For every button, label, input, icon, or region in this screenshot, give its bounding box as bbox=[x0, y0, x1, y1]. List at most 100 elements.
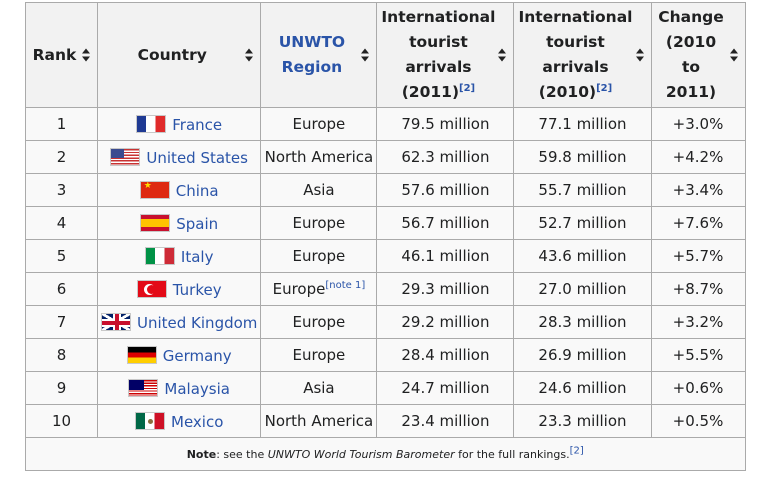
header-arrivals-2011[interactable]: International tourist arrivals (2011)[2] bbox=[376, 2, 515, 108]
sort-icon[interactable] bbox=[82, 48, 90, 62]
arrivals-2011-cell: 24.7 million bbox=[376, 371, 515, 405]
arrivals-2010-cell: 43.6 million bbox=[513, 239, 652, 273]
flag-united-kingdom-icon[interactable] bbox=[101, 312, 131, 331]
region-cell: Europe bbox=[260, 107, 378, 141]
country-link[interactable]: Mexico bbox=[171, 412, 224, 431]
country-link[interactable]: United States bbox=[146, 148, 248, 167]
flag-germany-icon[interactable] bbox=[126, 345, 157, 364]
country-cell: Mexico bbox=[96, 404, 262, 438]
change-cell: +3.0% bbox=[650, 107, 746, 141]
flag-united-states-icon[interactable] bbox=[110, 147, 141, 166]
header-rank-label: Rank bbox=[32, 45, 77, 64]
header-region[interactable]: UNWTO Region bbox=[260, 2, 378, 108]
header-change[interactable]: Change (2010 to 2011) bbox=[650, 2, 746, 108]
arrivals-2010-cell: 27.0 million bbox=[513, 272, 652, 306]
country-link[interactable]: United Kingdom bbox=[137, 313, 258, 332]
change-cell: +3.2% bbox=[650, 305, 746, 339]
change-cell: +3.4% bbox=[650, 173, 746, 207]
change-cell: +5.5% bbox=[650, 338, 746, 372]
change-cell: +4.2% bbox=[650, 140, 746, 174]
country-cell: Malaysia bbox=[96, 371, 262, 405]
rank-cell: 6 bbox=[25, 272, 98, 306]
rank-cell: 7 bbox=[25, 305, 98, 339]
region-cell: Europe bbox=[260, 305, 378, 339]
rank-cell: 4 bbox=[25, 206, 98, 240]
flag-turkey-icon[interactable] bbox=[136, 279, 167, 298]
region-cell: North America bbox=[260, 404, 378, 438]
header-country[interactable]: Country bbox=[96, 2, 262, 108]
arrivals-2010-cell: 24.6 million bbox=[513, 371, 652, 405]
arrivals-2011-cell: 46.1 million bbox=[376, 239, 515, 273]
sort-icon[interactable] bbox=[635, 48, 644, 62]
country-link[interactable]: Italy bbox=[180, 247, 214, 266]
arrivals-2010-cell: 77.1 million bbox=[513, 107, 652, 141]
flag-malaysia-icon[interactable] bbox=[128, 378, 159, 397]
country-cell: United Kingdom bbox=[96, 305, 262, 339]
reference-link[interactable]: [2] bbox=[596, 82, 613, 94]
reference-link[interactable]: [2] bbox=[459, 82, 476, 94]
header-arrivals-2010[interactable]: International tourist arrivals (2010)[2] bbox=[513, 2, 652, 108]
rank-cell: 9 bbox=[25, 371, 98, 405]
footnote: Note: see the UNWTO World Tourism Barome… bbox=[25, 437, 746, 471]
change-cell: +5.7% bbox=[650, 239, 746, 273]
flag-china-icon[interactable] bbox=[139, 180, 170, 199]
country-link[interactable]: China bbox=[175, 181, 219, 200]
region-cell: Europe bbox=[260, 239, 378, 273]
country-link[interactable]: France bbox=[172, 115, 223, 134]
country-cell: China bbox=[96, 173, 262, 207]
table-row: 5 Italy Europe 46.1 million 43.6 million +5.7… bbox=[25, 239, 746, 273]
header-rank[interactable]: Rank bbox=[25, 2, 98, 108]
arrivals-2011-cell: 62.3 million bbox=[376, 140, 515, 174]
rank-cell: 5 bbox=[25, 239, 98, 273]
table-row: 2 United States North America 62.3 million 5… bbox=[25, 140, 746, 174]
change-cell: +7.6% bbox=[650, 206, 746, 240]
country-cell: France bbox=[96, 107, 262, 141]
sort-icon[interactable] bbox=[361, 48, 370, 62]
rank-cell: 3 bbox=[25, 173, 98, 207]
flag-spain-icon[interactable] bbox=[140, 213, 171, 232]
table-row: 8 Germany Europe 28.4 million 26.9 million +5… bbox=[25, 338, 746, 372]
arrivals-2010-cell: 59.8 million bbox=[513, 140, 652, 174]
change-cell: +8.7% bbox=[650, 272, 746, 306]
source-title: UNWTO World Tourism Barometer bbox=[267, 447, 455, 461]
rank-cell: 2 bbox=[25, 140, 98, 174]
country-cell: Turkey bbox=[96, 272, 262, 306]
country-link[interactable]: Malaysia bbox=[164, 379, 230, 398]
table-row: 9 Malaysia Asia 24.7 million 24.6 million +0.… bbox=[25, 371, 746, 405]
sort-icon[interactable] bbox=[498, 48, 507, 62]
arrivals-2011-cell: 56.7 million bbox=[376, 206, 515, 240]
country-link[interactable]: Spain bbox=[176, 214, 219, 233]
sort-icon[interactable] bbox=[729, 48, 738, 62]
country-link[interactable]: Turkey bbox=[172, 280, 222, 299]
arrivals-2011-cell: 29.2 million bbox=[376, 305, 515, 339]
reference-link[interactable]: [2] bbox=[569, 444, 584, 456]
country-cell: Italy bbox=[96, 239, 262, 273]
flag-mexico-icon[interactable] bbox=[135, 411, 165, 430]
table-row: 10 Mexico North America 23.4 million 23.3 mi… bbox=[25, 404, 746, 438]
unwto-region-link[interactable]: UNWTO Region bbox=[278, 33, 346, 76]
arrivals-2011-cell: 29.3 million bbox=[376, 272, 515, 306]
country-cell: Spain bbox=[96, 206, 262, 240]
arrivals-2011-cell: 79.5 million bbox=[376, 107, 515, 141]
sort-icon[interactable] bbox=[245, 48, 254, 62]
table-row: 7 United Kingdom Europe 29.2 million 28.3 mi… bbox=[25, 305, 746, 339]
change-cell: +0.6% bbox=[650, 371, 746, 405]
region-cell: North America bbox=[260, 140, 378, 174]
region-cell: Europe bbox=[260, 338, 378, 372]
table-row: 4 Spain Europe 56.7 million 52.7 million +7.6… bbox=[25, 206, 746, 240]
country-cell: Germany bbox=[96, 338, 262, 372]
region-cell: Asia bbox=[260, 173, 378, 207]
arrivals-2011-cell: 28.4 million bbox=[376, 338, 515, 372]
rank-cell: 10 bbox=[25, 404, 98, 438]
rank-cell: 8 bbox=[25, 338, 98, 372]
arrivals-2010-cell: 26.9 million bbox=[513, 338, 652, 372]
note-link[interactable]: [note 1] bbox=[325, 280, 366, 291]
region-cell: Asia bbox=[260, 371, 378, 405]
flag-italy-icon[interactable] bbox=[144, 246, 175, 265]
flag-france-icon[interactable] bbox=[136, 114, 167, 133]
table-row: 6 Turkey Europe[note 1] 29.3 million 27.0 mi… bbox=[25, 272, 746, 306]
country-link[interactable]: Germany bbox=[162, 346, 232, 365]
region-cell: Europe[note 1] bbox=[260, 272, 378, 306]
footnote-label: Note bbox=[186, 447, 217, 461]
